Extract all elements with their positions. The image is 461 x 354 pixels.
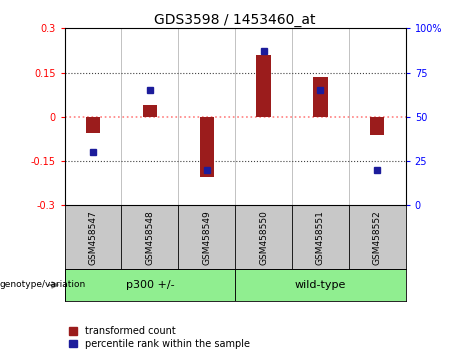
Text: GSM458547: GSM458547 <box>89 210 97 264</box>
Text: GSM458551: GSM458551 <box>316 210 325 265</box>
Text: GSM458552: GSM458552 <box>373 210 382 264</box>
Text: GSM458548: GSM458548 <box>145 210 154 264</box>
Bar <box>313 77 327 117</box>
Bar <box>143 105 157 117</box>
Bar <box>235 269 406 301</box>
Bar <box>256 55 271 117</box>
Text: p300 +/-: p300 +/- <box>125 280 174 290</box>
Text: GSM458549: GSM458549 <box>202 210 211 264</box>
Legend: transformed count, percentile rank within the sample: transformed count, percentile rank withi… <box>70 326 250 349</box>
Text: genotype/variation: genotype/variation <box>0 280 86 290</box>
Bar <box>370 117 384 135</box>
Bar <box>200 117 214 177</box>
Bar <box>65 269 235 301</box>
Text: GSM458550: GSM458550 <box>259 210 268 265</box>
Text: wild-type: wild-type <box>295 280 346 290</box>
Title: GDS3598 / 1453460_at: GDS3598 / 1453460_at <box>154 13 316 27</box>
Bar <box>86 117 100 133</box>
